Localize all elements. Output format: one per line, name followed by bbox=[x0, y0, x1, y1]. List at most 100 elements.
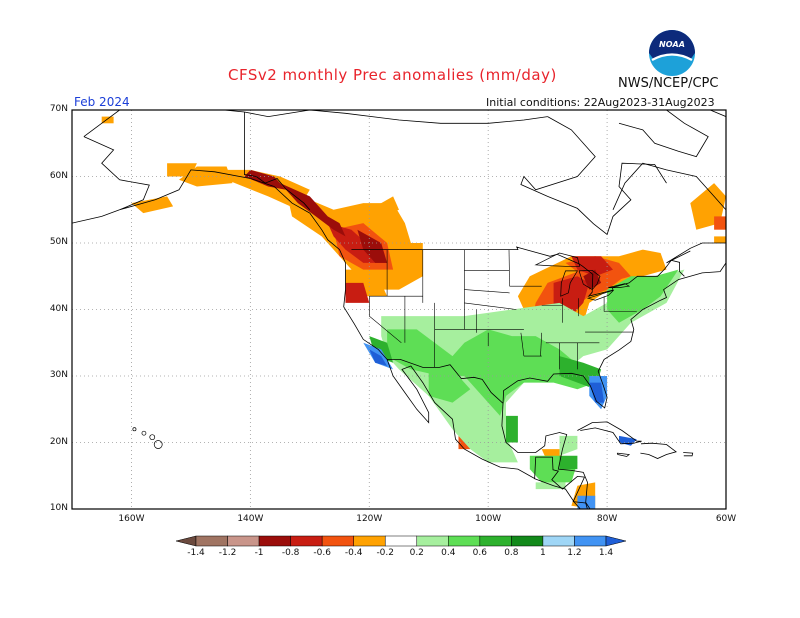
state-border bbox=[464, 289, 510, 294]
map-gridlines bbox=[72, 110, 726, 509]
colorbar-segment bbox=[574, 535, 607, 547]
state-border bbox=[520, 332, 525, 357]
anomaly-patch-wet-strong bbox=[506, 415, 518, 443]
coastline-hudson bbox=[520, 116, 667, 236]
lat-label: 50N bbox=[49, 237, 68, 247]
colorbar-segment bbox=[448, 535, 481, 547]
anomaly-patch-dry-extreme bbox=[357, 229, 388, 263]
lat-label: 40N bbox=[49, 303, 68, 314]
colorbar-segment bbox=[542, 535, 575, 547]
anomaly-patch-dry-extreme bbox=[280, 183, 346, 237]
map-frame bbox=[71, 109, 727, 510]
colorbar-segment bbox=[479, 535, 512, 547]
colorbar-segment bbox=[416, 535, 449, 547]
anomaly-patch-dry-weak bbox=[214, 169, 310, 210]
anomaly-patch-dry-strong bbox=[345, 282, 370, 303]
initial-conditions: Initial conditions: 22Aug2023-31Aug2023 bbox=[486, 96, 715, 109]
coastline-jamaica bbox=[616, 452, 631, 457]
hawaii-island bbox=[132, 427, 137, 432]
anomaly-patch-wet-strong bbox=[559, 455, 578, 470]
noaa-logo: NOAA bbox=[649, 30, 695, 76]
colorbar-segment bbox=[227, 535, 260, 547]
anomaly-patch-wet-weak bbox=[559, 435, 578, 456]
colorbar-high-arrow bbox=[605, 535, 627, 547]
coastline-mexico-gulf bbox=[501, 403, 591, 509]
target-month: Feb 2024 bbox=[74, 95, 130, 109]
lake-outline bbox=[608, 283, 631, 288]
anomaly-patch-wet-blue bbox=[577, 495, 596, 509]
colorbar-label: 0.4 bbox=[441, 548, 456, 558]
anomaly-patch-wet-blue_dark bbox=[369, 349, 388, 366]
anomaly-patch-wet-moderate bbox=[387, 329, 596, 416]
state-border bbox=[540, 332, 542, 357]
lat-label: 70N bbox=[49, 104, 68, 114]
lat-label: 20N bbox=[49, 436, 68, 447]
map-area bbox=[71, 109, 727, 510]
anomaly-patch-dry-strong bbox=[571, 256, 613, 277]
colorbar-low-arrow bbox=[175, 535, 197, 547]
hawaii-island bbox=[153, 440, 163, 449]
anomaly-patch-dry-moderate bbox=[714, 216, 726, 230]
colorbar-label: -1.4 bbox=[187, 548, 205, 558]
coastline-gulf bbox=[502, 262, 726, 409]
coastline-pacific bbox=[309, 212, 581, 509]
border-central-america bbox=[534, 456, 588, 509]
state-border bbox=[369, 296, 402, 344]
colorbar-segment bbox=[290, 535, 323, 547]
border-us-canada bbox=[351, 246, 685, 297]
coastline-boundaries bbox=[72, 110, 726, 509]
chart-title: CFSv2 monthly Prec anomalies (mm/day) bbox=[228, 66, 557, 84]
colorbar-label: -0.8 bbox=[281, 548, 300, 558]
coastline-alaska-west bbox=[83, 136, 310, 214]
state-border bbox=[508, 249, 510, 287]
colorbar bbox=[175, 535, 627, 547]
anomaly-patch-wet-moderate bbox=[428, 369, 471, 403]
colorbar-label: 1 bbox=[540, 548, 546, 558]
lon-label: 160W bbox=[118, 514, 145, 524]
anomaly-patch-dry-extreme bbox=[244, 169, 286, 190]
lat-label: 10N bbox=[49, 503, 68, 513]
anomaly-patch-dry-weak bbox=[131, 196, 174, 214]
colorbar-label: 0.2 bbox=[409, 548, 424, 558]
anomaly-patch-wet-weak bbox=[535, 482, 566, 490]
lake-outline bbox=[534, 252, 581, 267]
state-border bbox=[464, 302, 517, 310]
lat-label: 60N bbox=[49, 170, 68, 181]
colorbar-label: 1.4 bbox=[598, 548, 614, 558]
coastline-alaska bbox=[83, 110, 548, 137]
lake-outline bbox=[578, 269, 601, 291]
colorbar-label: -1 bbox=[254, 548, 264, 558]
lon-label: 100W bbox=[475, 514, 502, 524]
hawaii-island bbox=[149, 434, 156, 441]
organization-label: NWS/NCEP/CPC bbox=[618, 76, 719, 91]
lon-label: 80W bbox=[596, 514, 618, 524]
colorbar-segment bbox=[321, 535, 354, 547]
border-us-mexico bbox=[387, 359, 504, 404]
coastline-hispaniola bbox=[640, 442, 677, 459]
anomaly-patch-dry-weak bbox=[714, 236, 726, 243]
lon-label: 120W bbox=[356, 514, 383, 524]
colorbar-segment bbox=[384, 535, 418, 547]
lon-label: 60W bbox=[715, 514, 737, 524]
colorbar-label: -0.4 bbox=[344, 548, 363, 558]
coastline-cuba bbox=[577, 421, 642, 445]
lake-outline bbox=[586, 289, 614, 301]
colorbar-label: -0.6 bbox=[313, 548, 331, 558]
coastline-aleutians bbox=[72, 209, 120, 224]
coastline-islands bbox=[618, 110, 709, 158]
anomaly-patch-wet-blue_dark bbox=[589, 382, 605, 403]
colorbar-label: 0.8 bbox=[504, 548, 519, 558]
border-alaska-canada bbox=[244, 112, 311, 211]
anomaly-patch-dry-weak bbox=[369, 196, 399, 217]
lon-label: 140W bbox=[237, 514, 264, 524]
colorbar-label: -1.2 bbox=[218, 548, 237, 558]
hawaii-island bbox=[141, 430, 147, 436]
colorbar-label: 1.2 bbox=[567, 548, 582, 558]
lat-label: 30N bbox=[49, 370, 68, 380]
anomaly-patch-dry-weak bbox=[101, 116, 114, 124]
colorbar-segment bbox=[353, 535, 386, 547]
precip-anomaly-layer bbox=[101, 116, 726, 509]
svg-text:NOAA: NOAA bbox=[659, 40, 685, 49]
colorbar-segment bbox=[195, 535, 228, 547]
colorbar-label: 0.6 bbox=[472, 548, 487, 558]
